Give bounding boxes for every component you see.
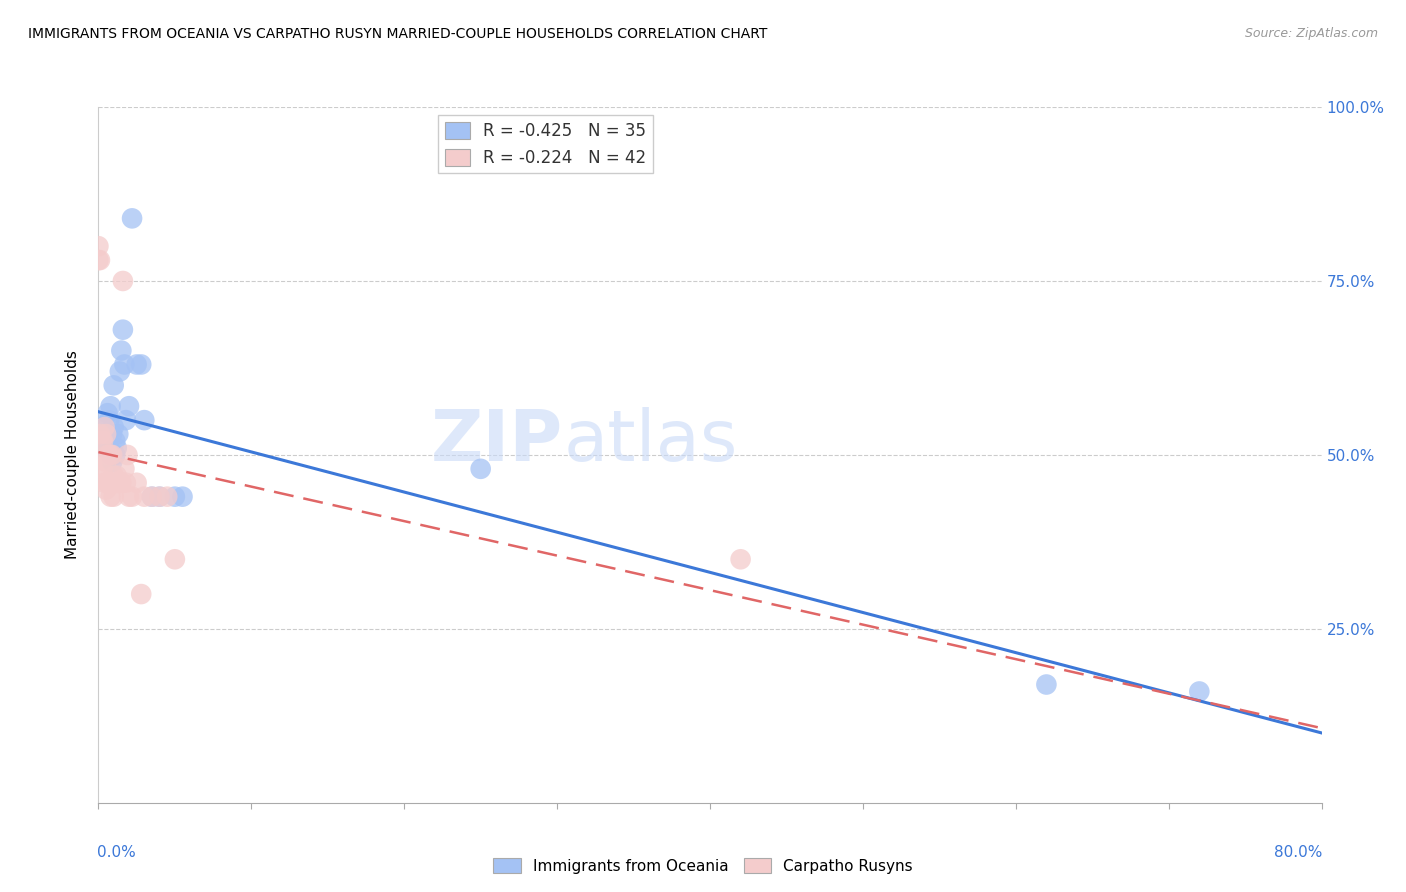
Point bbox=[94, 455, 117, 469]
Point bbox=[134, 413, 156, 427]
Legend: R = -0.425   N = 35, R = -0.224   N = 42: R = -0.425 N = 35, R = -0.224 N = 42 bbox=[439, 115, 652, 173]
Point bbox=[87, 253, 110, 268]
Text: atlas: atlas bbox=[564, 407, 738, 475]
Legend: Immigrants from Oceania, Carpatho Rusyns: Immigrants from Oceania, Carpatho Rusyns bbox=[486, 852, 920, 880]
Point bbox=[91, 434, 114, 448]
Point bbox=[89, 427, 111, 442]
Y-axis label: Married-couple Households: Married-couple Households bbox=[65, 351, 80, 559]
Point bbox=[149, 490, 172, 504]
Text: Source: ZipAtlas.com: Source: ZipAtlas.com bbox=[1244, 27, 1378, 40]
Point bbox=[141, 490, 163, 504]
Point bbox=[93, 441, 115, 455]
Point bbox=[108, 364, 131, 378]
Point bbox=[101, 427, 124, 442]
Point bbox=[103, 420, 125, 434]
Point bbox=[115, 475, 138, 490]
Point bbox=[110, 475, 132, 490]
Point bbox=[104, 434, 127, 448]
Text: 80.0%: 80.0% bbox=[1274, 845, 1323, 860]
Point bbox=[1035, 677, 1057, 691]
Point bbox=[730, 552, 752, 566]
Point bbox=[93, 420, 115, 434]
Point bbox=[163, 490, 186, 504]
Point bbox=[94, 483, 117, 497]
Point bbox=[134, 490, 156, 504]
Point bbox=[90, 434, 112, 448]
Point bbox=[112, 358, 135, 372]
Point bbox=[118, 490, 141, 504]
Point bbox=[98, 413, 121, 427]
Point bbox=[100, 448, 122, 462]
Point bbox=[91, 420, 114, 434]
Point bbox=[98, 448, 121, 462]
Text: IMMIGRANTS FROM OCEANIA VS CARPATHO RUSYN MARRIED-COUPLE HOUSEHOLDS CORRELATION : IMMIGRANTS FROM OCEANIA VS CARPATHO RUSY… bbox=[28, 27, 768, 41]
Point bbox=[111, 274, 134, 288]
Point bbox=[117, 448, 139, 462]
Point bbox=[100, 490, 122, 504]
Point bbox=[141, 490, 163, 504]
Point bbox=[470, 462, 492, 476]
Point bbox=[1188, 684, 1211, 698]
Text: 0.0%: 0.0% bbox=[97, 845, 136, 860]
Point bbox=[94, 427, 117, 442]
Text: ZIP: ZIP bbox=[432, 407, 564, 475]
Point bbox=[110, 343, 132, 358]
Point bbox=[129, 358, 152, 372]
Point bbox=[94, 427, 117, 442]
Point bbox=[105, 468, 128, 483]
Point bbox=[105, 441, 128, 455]
Point bbox=[93, 475, 115, 490]
Point bbox=[98, 475, 121, 490]
Point bbox=[125, 475, 148, 490]
Point bbox=[101, 475, 124, 490]
Point bbox=[90, 462, 112, 476]
Point bbox=[91, 462, 114, 476]
Point bbox=[103, 468, 125, 483]
Point bbox=[97, 475, 120, 490]
Point bbox=[104, 448, 127, 462]
Point bbox=[101, 448, 124, 462]
Point bbox=[103, 378, 125, 392]
Point bbox=[156, 490, 179, 504]
Point bbox=[101, 455, 124, 469]
Point bbox=[100, 448, 122, 462]
Point bbox=[172, 490, 194, 504]
Point bbox=[129, 587, 152, 601]
Point bbox=[103, 490, 125, 504]
Point bbox=[121, 490, 143, 504]
Point bbox=[100, 399, 122, 413]
Point bbox=[107, 427, 129, 442]
Point bbox=[108, 475, 131, 490]
Point bbox=[121, 211, 143, 226]
Point bbox=[163, 552, 186, 566]
Point bbox=[87, 239, 110, 253]
Point bbox=[98, 441, 121, 455]
Point bbox=[90, 434, 112, 448]
Point bbox=[118, 399, 141, 413]
Point bbox=[104, 475, 127, 490]
Point bbox=[89, 253, 111, 268]
Point bbox=[112, 462, 135, 476]
Point bbox=[97, 406, 120, 420]
Point bbox=[107, 475, 129, 490]
Point bbox=[115, 413, 138, 427]
Point bbox=[97, 434, 120, 448]
Point bbox=[111, 323, 134, 337]
Point bbox=[125, 358, 148, 372]
Point bbox=[149, 490, 172, 504]
Point bbox=[97, 448, 120, 462]
